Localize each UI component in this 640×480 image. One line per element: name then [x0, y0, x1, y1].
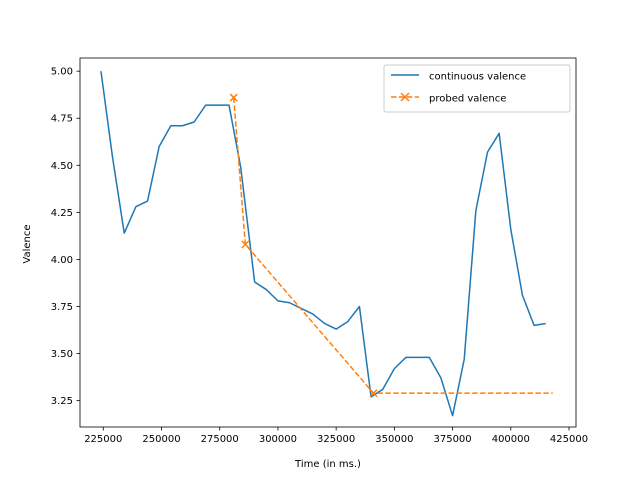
continuous-valence-line — [100, 71, 546, 417]
y-tick-label: 3.50 — [51, 349, 73, 360]
y-tick-label: 4.50 — [51, 161, 73, 172]
y-tick-label: 4.00 — [51, 255, 73, 266]
legend: continuous valence probed valence — [383, 64, 571, 113]
probed-valence-line — [232, 97, 553, 394]
x-axis-label: Time (in ms.) — [294, 459, 361, 470]
x-axis: 225000 250000 275000 300000 325000 350000 3750… — [84, 427, 588, 445]
x-tick-label: 350000 — [375, 434, 413, 445]
y-tick-label: 5.00 — [51, 67, 73, 78]
y-tick-label: 3.75 — [51, 302, 73, 313]
plot-area — [80, 58, 576, 427]
series-layer — [100, 71, 553, 417]
plot-frame — [79, 57, 577, 428]
legend-box — [383, 64, 571, 113]
x-tick-label: 225000 — [84, 434, 122, 445]
x-tick-label: 250000 — [142, 434, 180, 445]
y-tick-label: 3.25 — [51, 396, 73, 407]
y-tick-label: 4.75 — [51, 114, 73, 125]
y-tick-label: 4.25 — [51, 208, 73, 219]
probed-valence-marker — [369, 389, 378, 398]
probed-valence-marker — [229, 93, 238, 102]
x-tick-label: 300000 — [259, 434, 297, 445]
x-tick-label: 325000 — [317, 434, 355, 445]
x-tick-label: 425000 — [550, 434, 588, 445]
y-axis: 3.25 3.50 3.75 4.00 4.25 4.50 4.75 5.00 — [51, 67, 80, 407]
probed-valence-marker — [241, 240, 250, 249]
x-tick-label: 275000 — [201, 434, 239, 445]
legend-probed-marker — [400, 92, 410, 102]
legend-continuous-label: continuous valence — [429, 72, 526, 83]
y-axis-label: Valence — [22, 224, 33, 263]
x-tick-label: 375000 — [433, 434, 471, 445]
x-tick-label: 400000 — [492, 434, 530, 445]
legend-probed-label: probed valence — [429, 94, 506, 105]
